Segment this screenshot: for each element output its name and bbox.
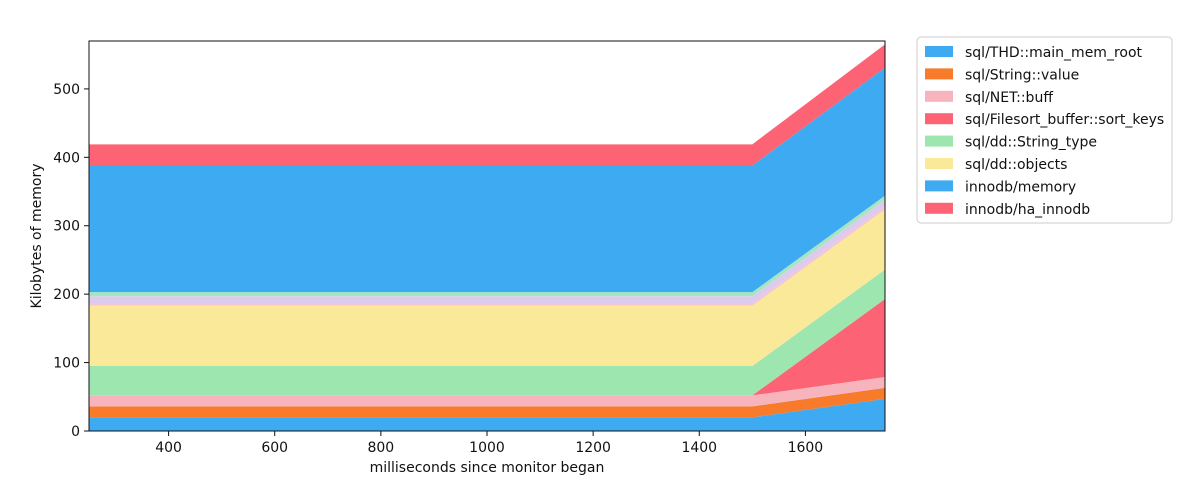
area-series-5 xyxy=(89,209,885,366)
legend-items: sql/THD::main_mem_rootsql/String::values… xyxy=(925,45,1164,218)
area-series-9 xyxy=(89,67,885,293)
x-tick-label: 1400 xyxy=(681,440,717,456)
legend-label: sql/Filesort_buffer::sort_keys xyxy=(965,112,1164,128)
legend-swatch xyxy=(925,113,953,125)
y-tick-label: 200 xyxy=(53,287,80,303)
x-tick-label: 400 xyxy=(155,440,182,456)
area-series-3 xyxy=(89,298,885,396)
y-tick-label: 500 xyxy=(53,82,80,98)
area-series-1 xyxy=(89,387,885,418)
area-series-10 xyxy=(89,44,885,166)
y-axis-ticks: 0 100 200 300 400 500 xyxy=(53,82,89,440)
legend-swatch xyxy=(925,90,953,102)
legend-label: sql/dd::objects xyxy=(965,157,1067,173)
legend-label: sql/THD::main_mem_root xyxy=(965,45,1143,61)
x-tick-label: 1200 xyxy=(575,440,611,456)
legend-label: sql/String::value xyxy=(965,67,1079,83)
legend-swatch xyxy=(925,158,953,169)
x-axis-ticks: 400 600 800 1000 1200 1400 1600 xyxy=(155,431,823,456)
legend-label: innodb/ha_innodb xyxy=(965,202,1090,218)
y-tick-label: 300 xyxy=(53,219,80,235)
x-tick-label: 600 xyxy=(261,440,288,456)
y-tick-label: 0 xyxy=(71,424,80,440)
y-axis-label: Kilobytes of memory xyxy=(29,164,45,309)
areas-layer xyxy=(89,44,885,431)
legend-frame xyxy=(916,36,1173,224)
legend-swatch xyxy=(925,68,953,80)
legend-swatch xyxy=(925,46,953,57)
legend-swatch xyxy=(925,135,953,147)
x-tick-label: 1600 xyxy=(788,440,824,456)
x-tick-label: 800 xyxy=(367,440,394,456)
y-tick-label: 100 xyxy=(53,356,80,372)
area-series-2 xyxy=(89,376,885,407)
legend-swatch xyxy=(925,180,953,192)
y-tick-label: 400 xyxy=(53,150,80,166)
area-series-4 xyxy=(89,269,885,396)
legend-label: sql/NET::buff xyxy=(965,90,1053,106)
legend-swatch xyxy=(925,202,953,214)
legend: sql/THD::main_mem_rootsql/String::values… xyxy=(916,36,1173,224)
legend-label: sql/dd::String_type xyxy=(965,135,1097,151)
area-series-0 xyxy=(89,398,885,431)
legend-label: innodb/memory xyxy=(965,179,1076,195)
x-tick-label: 1000 xyxy=(469,440,505,456)
x-axis-label: milliseconds since monitor began xyxy=(370,460,605,476)
